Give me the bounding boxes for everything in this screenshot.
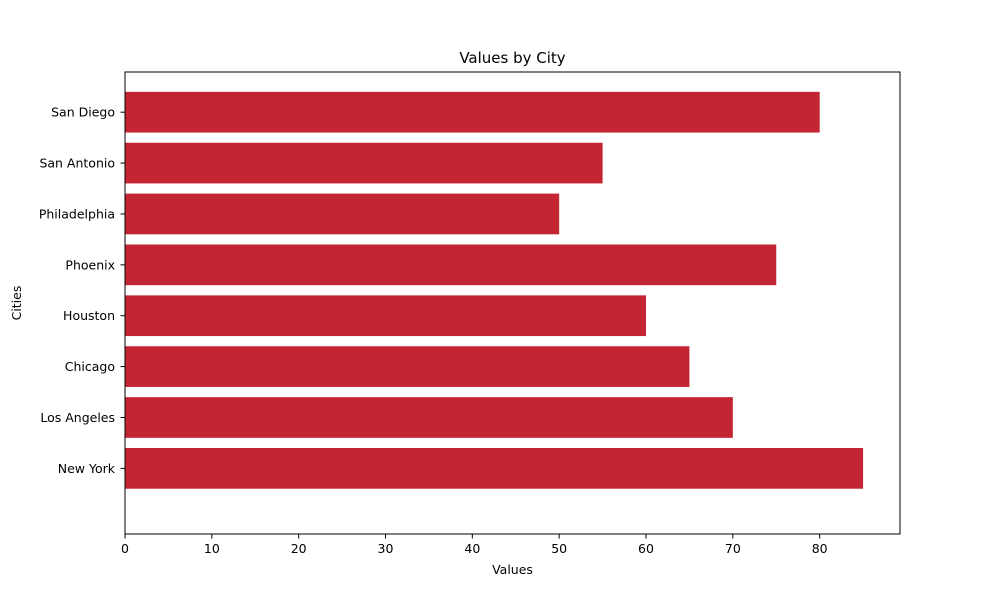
bar-san-antonio xyxy=(125,142,603,184)
y-tick-label-los-angeles: Los Angeles xyxy=(40,410,115,425)
y-tick-label-san-diego: San Diego xyxy=(51,105,115,120)
bar-houston xyxy=(125,295,647,337)
x-tick-label-30: 30 xyxy=(378,541,394,556)
bar-phoenix xyxy=(125,244,777,286)
y-tick-label-philadelphia: Philadelphia xyxy=(39,206,115,221)
bar-los-angeles xyxy=(125,397,733,438)
x-tick-label-40: 40 xyxy=(464,541,480,556)
chart-title: Values by City xyxy=(459,49,565,67)
x-tick-label-20: 20 xyxy=(291,541,307,556)
x-tick-label-10: 10 xyxy=(204,541,220,556)
x-tick-label-60: 60 xyxy=(638,541,654,556)
y-tick-label-new-york: New York xyxy=(58,461,116,476)
bar-philadelphia xyxy=(125,193,560,235)
x-axis-title: Values xyxy=(492,562,533,577)
x-tick-label-80: 80 xyxy=(812,541,828,556)
bars-layer xyxy=(125,91,864,489)
y-tick-label-phoenix: Phoenix xyxy=(65,257,115,272)
bar-san-diego xyxy=(125,91,820,133)
x-axis-ticks: 0 10 20 30 40 50 60 70 80 xyxy=(121,534,828,556)
y-tick-label-houston: Houston xyxy=(63,308,115,323)
y-tick-label-san-antonio: San Antonio xyxy=(39,156,115,171)
y-axis-title: Cities xyxy=(9,286,24,321)
bar-new-york xyxy=(125,448,864,489)
x-tick-label-0: 0 xyxy=(121,541,129,556)
y-axis-ticks: New York Los Angeles Chicago Houston Phoenix… xyxy=(39,105,125,476)
x-tick-label-50: 50 xyxy=(551,541,567,556)
x-tick-label-70: 70 xyxy=(725,541,741,556)
y-tick-label-chicago: Chicago xyxy=(65,359,115,374)
bar-chicago xyxy=(125,346,690,387)
plot-frame xyxy=(124,71,901,535)
